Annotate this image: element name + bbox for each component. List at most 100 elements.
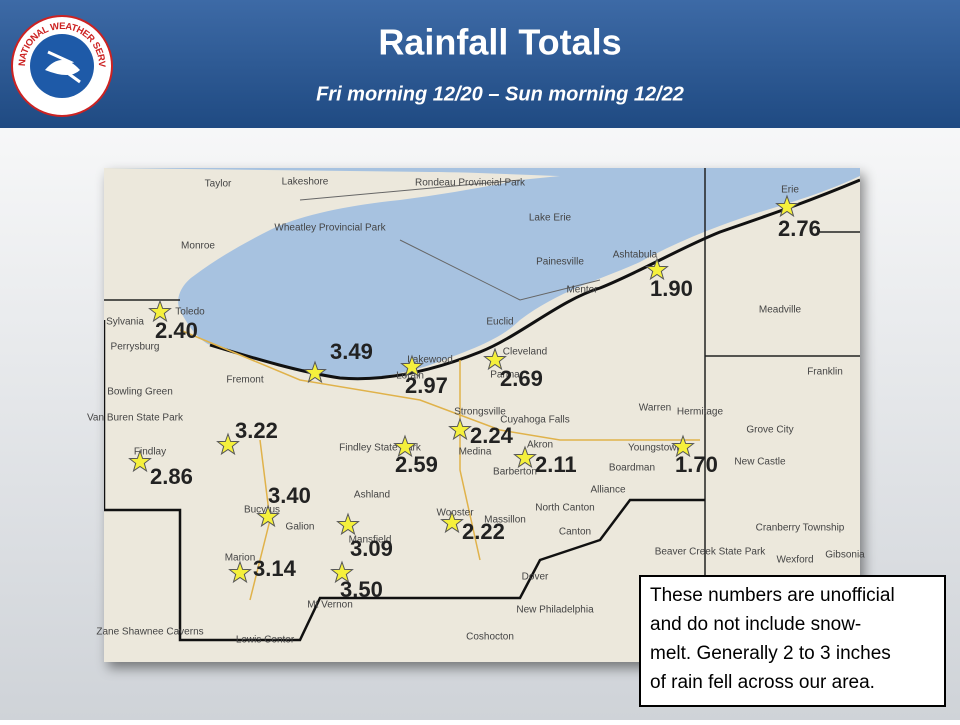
place-label: Cuyahoga Falls bbox=[500, 415, 569, 426]
place-label: Erie bbox=[781, 185, 799, 196]
place-label: Mt Vernon bbox=[307, 600, 353, 611]
place-label: Akron bbox=[527, 440, 553, 451]
place-label: Findlay bbox=[134, 447, 166, 458]
place-label: Alliance bbox=[590, 485, 625, 496]
lake-erie bbox=[104, 168, 860, 379]
place-label: Franklin bbox=[807, 367, 843, 378]
place-label: Bowling Green bbox=[107, 387, 173, 398]
place-label: Cleveland bbox=[503, 347, 547, 358]
rainfall-total: 2.40 bbox=[155, 318, 198, 343]
station-star bbox=[336, 512, 360, 536]
place-label: Meadville bbox=[759, 305, 802, 316]
station-star bbox=[393, 434, 417, 458]
border-line bbox=[299, 179, 601, 301]
place-label: Zane Shawnee Caverns bbox=[96, 627, 203, 638]
place-label: Youngstown bbox=[628, 443, 682, 454]
place-label: Parma bbox=[490, 370, 520, 381]
place-label: Toledo bbox=[175, 307, 205, 318]
rainfall-total: 3.14 bbox=[253, 556, 297, 581]
rainfall-total: 3.50 bbox=[340, 577, 383, 602]
place-label: Gibsonia bbox=[825, 550, 865, 561]
cwa-boundary bbox=[104, 320, 705, 642]
station-star bbox=[128, 449, 152, 473]
rainfall-total: 2.22 bbox=[462, 519, 505, 544]
header-bar bbox=[0, 0, 960, 128]
rainfall-total: 1.70 bbox=[675, 452, 718, 477]
station-star bbox=[303, 360, 327, 384]
note-line: and do not include snow- bbox=[650, 614, 861, 635]
place-label: Wooster bbox=[436, 508, 474, 519]
place-label: Perrysburg bbox=[111, 342, 160, 353]
station-star bbox=[775, 194, 799, 218]
rainfall-total: 2.24 bbox=[470, 423, 514, 448]
state-line bbox=[104, 168, 860, 662]
shoreline bbox=[209, 178, 860, 381]
rainfall-total: 3.40 bbox=[268, 483, 311, 508]
rainfall-total: 2.76 bbox=[778, 216, 821, 241]
station-star bbox=[440, 510, 464, 534]
place-label: Ashtabula bbox=[613, 250, 658, 261]
map-features bbox=[104, 168, 860, 662]
place-label: Strongsville bbox=[454, 407, 506, 418]
place-label: Barberton bbox=[493, 467, 537, 478]
note-line: These numbers are unofficial bbox=[650, 585, 895, 606]
place-label: North Canton bbox=[535, 503, 594, 514]
place-label: Wheatley Provincial Park bbox=[274, 223, 386, 234]
place-label: Canton bbox=[559, 527, 591, 538]
rainfall-total: 1.90 bbox=[650, 276, 693, 301]
station-star bbox=[645, 257, 669, 281]
place-label: Mentor bbox=[566, 285, 598, 296]
place-label: Grove City bbox=[746, 425, 793, 436]
place-label: Galion bbox=[286, 522, 315, 533]
rainfall-totals: 2.76 1.90 2.40 3.49 2.97 2.69 2.24 2.11 1.70 3.22… bbox=[128, 194, 821, 602]
place-label: New Castle bbox=[734, 457, 786, 468]
place-label: Mansfield bbox=[349, 535, 392, 546]
place-label: Lewis Center bbox=[236, 635, 295, 646]
place-label: Lakeshore bbox=[282, 177, 329, 188]
place-label: Taylor bbox=[205, 179, 232, 190]
place-label: Rondeau Provincial Park bbox=[415, 178, 526, 189]
place-label: Lake Erie bbox=[529, 213, 572, 224]
rainfall-total: 2.69 bbox=[500, 366, 543, 391]
note-lines: These numbers are unofficial and do not i… bbox=[650, 585, 895, 693]
place-label: Beaver Creek State Park bbox=[655, 547, 767, 558]
rainfall-total: 2.86 bbox=[150, 464, 193, 489]
station-star bbox=[483, 347, 507, 371]
place-label: Findley State Park bbox=[339, 443, 422, 454]
place-label: Monroe bbox=[181, 241, 215, 252]
place-label: Cranberry Township bbox=[756, 523, 845, 534]
place-label: Marion bbox=[225, 553, 256, 564]
place-label: Van Buren State Park bbox=[87, 413, 184, 424]
station-star bbox=[148, 299, 172, 323]
place-label: Euclid bbox=[486, 317, 513, 328]
station-star bbox=[400, 354, 424, 378]
station-star bbox=[216, 432, 240, 456]
rainfall-total: 3.49 bbox=[330, 339, 373, 364]
rainfall-total: 2.59 bbox=[395, 452, 438, 477]
rainfall-total: 2.11 bbox=[535, 452, 577, 477]
place-label: Hermitage bbox=[677, 407, 724, 418]
place-label: Lorain bbox=[396, 371, 424, 382]
place-label: Medina bbox=[459, 447, 492, 458]
subtitle: Fri morning 12/20 – Sun morning 12/22 bbox=[316, 83, 684, 105]
place-labels: Lake Erie Rondeau Provincial Park Wheatley… bbox=[87, 177, 865, 646]
rainfall-total: 2.97 bbox=[405, 373, 448, 398]
station-star bbox=[330, 560, 354, 584]
station-star bbox=[671, 434, 695, 458]
place-label: Wexford bbox=[776, 555, 813, 566]
place-label: Massillon bbox=[484, 515, 526, 526]
station-star bbox=[228, 560, 252, 584]
rainfall-total: 3.22 bbox=[235, 418, 278, 443]
note-box: These numbers are unofficial and do not i… bbox=[639, 575, 946, 707]
note-line: melt. Generally 2 to 3 inches bbox=[650, 643, 891, 664]
title: Rainfall Totals bbox=[378, 22, 621, 63]
rainfall-total: 3.09 bbox=[350, 536, 393, 561]
place-label: Fremont bbox=[226, 375, 263, 386]
place-label: Lakewood bbox=[407, 355, 453, 366]
place-label: New Philadelphia bbox=[516, 605, 594, 616]
station-star bbox=[448, 417, 472, 441]
note-frame bbox=[639, 575, 946, 707]
place-label: Bucyrus bbox=[244, 505, 280, 516]
